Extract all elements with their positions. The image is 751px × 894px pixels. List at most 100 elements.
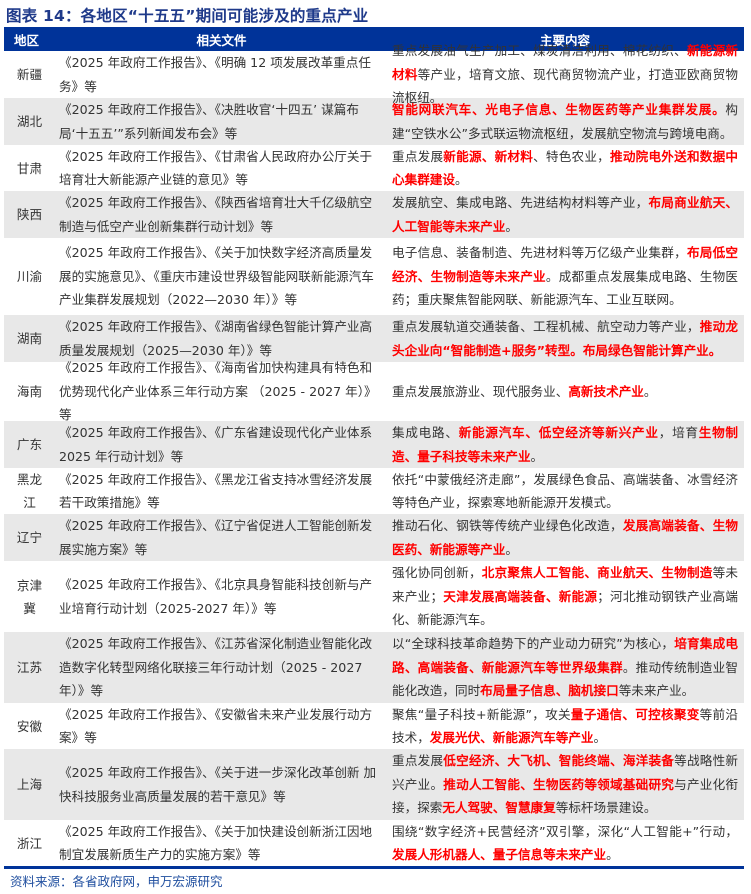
region-cell: 辽宁 — [16, 530, 43, 545]
region-cell: 广东 — [16, 437, 43, 452]
content-cell: 电子信息、装备制造、先进材料等万亿级产业集群，布局低空经济、生物制造等未来产业。… — [388, 241, 744, 312]
table-row: 浙江 《2025 年政府工作报告》、《关于加快建设创新浙江因地制宜发展新质生产力的… — [4, 820, 744, 866]
documents-cell: 《2025 年政府工作报告》、《江苏省深化制造业智能化改造数字化转型网络化联接三… — [59, 636, 373, 699]
content-cell: 重点发展新能源、新材料、特色农业，推动院电外送和数据中心集群建设。 — [388, 145, 744, 192]
highlighted-text: 智能网联汽车、光电子信息、生物医药等产业集群发展。 — [392, 102, 726, 117]
content-cell: 重点发展旅游业、现代服务业、高新技术产业。 — [388, 380, 744, 404]
documents-cell: 《2025 年政府工作报告》、《关于加快建设创新浙江因地制宜发展新质生产力的实施… — [59, 823, 373, 863]
region-cell: 江苏 — [16, 660, 43, 675]
region-cell: 安徽 — [16, 718, 43, 734]
table-row: 川渝 《2025 年政府工作报告》、《关于加快数字经济高质量发展的实施意见》、《重… — [4, 238, 744, 315]
documents-cell: 《2025 年政府工作报告》、《海南省加快构建具有特色和优势现代化产业体系三年行… — [59, 360, 377, 423]
documents-cell: 《2025 年政府工作报告》、《甘肃省人民政府办公厅关于培育壮大新能源产业链的意… — [59, 148, 373, 188]
content-text: 等标杆场景建设。 — [555, 800, 657, 816]
content-text: 聚焦“量子科技+新能源”，攻关 — [392, 706, 571, 722]
highlighted-text: 布局量子信息、脑机接口 — [480, 683, 619, 699]
content-text: 等未来产业。 — [618, 683, 695, 699]
content-cell: 围绕“数字经济+民营经济”双引擎，深化“人工智能+”行动， 发展人形机器人、量子信… — [388, 820, 744, 867]
content-cell: 以“全球科技革命趋势下的产业动力研究”为核心，培育集成电路、高端装备、新能源汽车… — [388, 632, 744, 703]
content-text: 依托“中蒙俄经济走廊”，发展绿色食品、高端装备、冰雪经济等特色产业，探索寒地新能… — [392, 471, 738, 511]
content-text: 重点发展旅游业、现代服务业、 — [392, 383, 569, 399]
content-cell: 智能网联汽车、光电子信息、生物医药等产业集群发展。构建“空铁水公”多式联运物流枢… — [388, 98, 744, 145]
documents-cell: 《2025 年政府工作报告》、《关于加快数字经济高质量发展的实施意见》、《重庆市… — [59, 245, 374, 308]
table-body: 新疆 《2025 年政府工作报告》、《明确 12 项发展改革重点任务》等 重点发展油… — [4, 43, 744, 866]
content-text: 。 — [505, 218, 518, 234]
figure-title: 图表 14：各地区“十五五”期间可能涉及的重点产业 — [6, 7, 369, 25]
highlighted-text: 新能源、新材料 — [443, 148, 534, 164]
documents-cell: 《2025 年政府工作报告》、《明确 12 项发展改革重点任务》等 — [59, 55, 371, 94]
content-text: 等产业，培育文旅、现代商贸物流产业，打造亚欧商贸物流枢纽。 — [392, 66, 739, 106]
highlighted-text: 推动院电外送和数据中心集群建设 — [392, 148, 739, 188]
region-cell: 陕西 — [16, 207, 43, 222]
content-text: 、特色农业， — [533, 148, 611, 164]
highlighted-text: 天津发展高端装备、新能源 — [443, 588, 598, 604]
documents-cell: 《2025 年政府工作报告》、《黑龙江省支持冰雪经济发展若干政策措施》等 — [59, 471, 373, 511]
content-cell: 依托“中蒙俄经济走廊”，发展绿色食品、高端装备、冰雪经济等特色产业，探索寒地新能… — [388, 468, 744, 515]
content-cell: 发展航空、集成电路、先进结构材料等产业，布局商业航天、人工智能等未来产业。 — [388, 191, 744, 238]
table-row: 江苏 《2025 年政府工作报告》、《江苏省深化制造业智能化改造数字化转型网络化联… — [4, 632, 744, 703]
table-row: 甘肃 《2025 年政府工作报告》、《甘肃省人民政府办公厅关于培育壮大新能源产业链… — [4, 145, 744, 191]
content-cell: 重点发展轨道交通装备、工程机械、航空动力等产业，推动龙头企业向“智能制造+服务”… — [388, 315, 744, 362]
header-content: 主要内容 — [539, 32, 590, 48]
region-cell: 黑龙江 — [16, 472, 43, 510]
table-row: 湖南 《2025 年政府工作报告》、《湖南省绿色智能计算产业高质量发展规划（202… — [4, 315, 744, 362]
content-text: 以“全球科技革命趋势下的产业动力研究”为核心， — [392, 636, 675, 652]
content-text: 构建“空铁水公”多式联运物流枢纽，发展航空物流与跨境电商。 — [392, 102, 738, 141]
content-text: 重点发展 — [392, 148, 444, 164]
table-row: 陕西 《2025 年政府工作报告》、《陕西省培育壮大千亿级航空制造与低空产业创新集… — [4, 191, 744, 238]
content-text: 。推动传统制造业智能化改造，同时 — [392, 659, 739, 699]
content-text: 强化协同创新， — [392, 565, 482, 581]
region-cell: 湖南 — [16, 331, 43, 346]
content-cell: 推动石化、钢铁等传统产业绿色化改造，发展高端装备、生物医药、新能源等产业。 — [388, 514, 744, 561]
documents-cell: 《2025 年政府工作报告》、《安徽省未来产业发展行动方案》等 — [59, 706, 373, 746]
header-region: 地区 — [14, 32, 40, 48]
header-docs: 相关文件 — [196, 32, 247, 48]
highlighted-text: 发展人形机器人、量子信息等未来产业 — [392, 847, 607, 862]
content-text: 重点发展油气生产加工、煤炭清洁利用、棉花纺织、 — [392, 43, 687, 59]
highlighted-text: 发展光伏、新能源汽车等产业 — [429, 730, 594, 745]
content-text: 重点发展轨道交通装备、工程机械、航空动力等产业， — [392, 319, 700, 334]
region-cell: 湖北 — [16, 114, 43, 129]
content-text: 等前沿技术， — [392, 706, 738, 746]
highlighted-text: 低空经济、大飞机、智能终端、海洋装备 — [443, 753, 675, 769]
content-text: ；河北推动钢铁产业高端化、新能源汽车。 — [392, 588, 739, 628]
content-cell: 强化协同创新，北京聚焦人工智能、商业航天、生物制造等未来产业；天津发展高端装备、… — [388, 561, 744, 632]
region-cell: 新疆 — [16, 67, 43, 82]
content-text: 重点发展 — [392, 753, 444, 769]
content-text: 。 — [643, 383, 657, 399]
table-row: 安徽 《2025 年政府工作报告》、《安徽省未来产业发展行动方案》等 聚焦“量子科技… — [4, 703, 744, 749]
documents-cell: 《2025 年政府工作报告》、《决胜收官‘十四五’ 谋篇布局‘十五五’”系列新闻… — [59, 102, 359, 141]
highlighted-text: 培育集成电路、高端装备、新能源汽车等世界级集群 — [392, 636, 738, 675]
highlighted-text: 无人驾驶、智慧康复 — [442, 800, 556, 816]
table-row: 湖北 《2025 年政府工作报告》、《决胜收官‘十四五’ 谋篇布局‘十五五’”系列… — [4, 98, 744, 145]
table-bottom-rule — [4, 866, 744, 869]
highlighted-text: 布局低空经济、生物制造等未来产业 — [392, 245, 739, 284]
highlighted-text: 生物制造、量子科技等未来产业 — [392, 425, 739, 464]
documents-cell: 《2025 年政府工作报告》、《辽宁省促进人工智能创新发展实施方案》等 — [59, 518, 373, 557]
highlighted-text: 新能源新材料 — [392, 43, 739, 82]
region-cell: 上海 — [16, 777, 43, 792]
content-text: 。 — [505, 541, 518, 557]
highlighted-text: 新能源汽车、低空经济等新兴产业 — [458, 425, 659, 440]
documents-cell: 《2025 年政府工作报告》、《关于进一步深化改革创新 加快科技服务业高质量发展… — [59, 765, 377, 804]
table-row: 辽宁 《2025 年政府工作报告》、《辽宁省促进人工智能创新发展实施方案》等 推动石… — [4, 514, 744, 561]
table-row: 黑龙江 《2025 年政府工作报告》、《黑龙江省支持冰雪经济发展若干政策措施》等依… — [4, 468, 744, 514]
table-header: 地区 相关文件 主要内容 — [4, 27, 744, 51]
content-text: 与产业化衔接，探索 — [392, 776, 739, 816]
documents-cell: 《2025 年政府工作报告》、《广东省建设现代化产业体系 2025 年行动计划》… — [59, 425, 373, 464]
table-row: 京津冀 《2025 年政府工作报告》、《北京具身智能科技创新与产业培育行动计划（2… — [4, 561, 744, 632]
content-text: 。成都重点发展集成电路、生物医药；重庆聚焦智能网联、新能源汽车、工业互联网。 — [392, 268, 739, 308]
content-text: 等战略性新兴产业。 — [392, 753, 739, 792]
content-cell: 重点发展低空经济、大飞机、智能终端、海洋装备等战略性新兴产业。推动人工智能、生物… — [388, 749, 744, 820]
table-row: 新疆 《2025 年政府工作报告》、《明确 12 项发展改革重点任务》等 重点发展油… — [4, 43, 744, 105]
documents-cell: 《2025 年政府工作报告》、《陕西省培育壮大千亿级航空制造与低空产业创新集群行… — [59, 195, 373, 234]
table-row: 海南 《2025 年政府工作报告》、《海南省加快构建具有特色和优势现代化产业体系三… — [4, 360, 744, 422]
content-text: 等未来产业； — [392, 565, 739, 604]
table-row: 广东 《2025 年政府工作报告》、《广东省建设现代化产业体系 2025 年行动计… — [4, 421, 744, 468]
highlighted-text: 发展高端装备、生物医药、新能源等产业 — [392, 518, 739, 557]
region-cell: 浙江 — [16, 835, 43, 851]
content-text: 。 — [530, 448, 544, 464]
content-text: 集成电路、 — [392, 425, 459, 440]
highlighted-text: 量子通信、可控核聚变 — [570, 706, 700, 722]
highlighted-text: 北京聚焦人工智能、商业航天、生物制造 — [481, 565, 713, 581]
